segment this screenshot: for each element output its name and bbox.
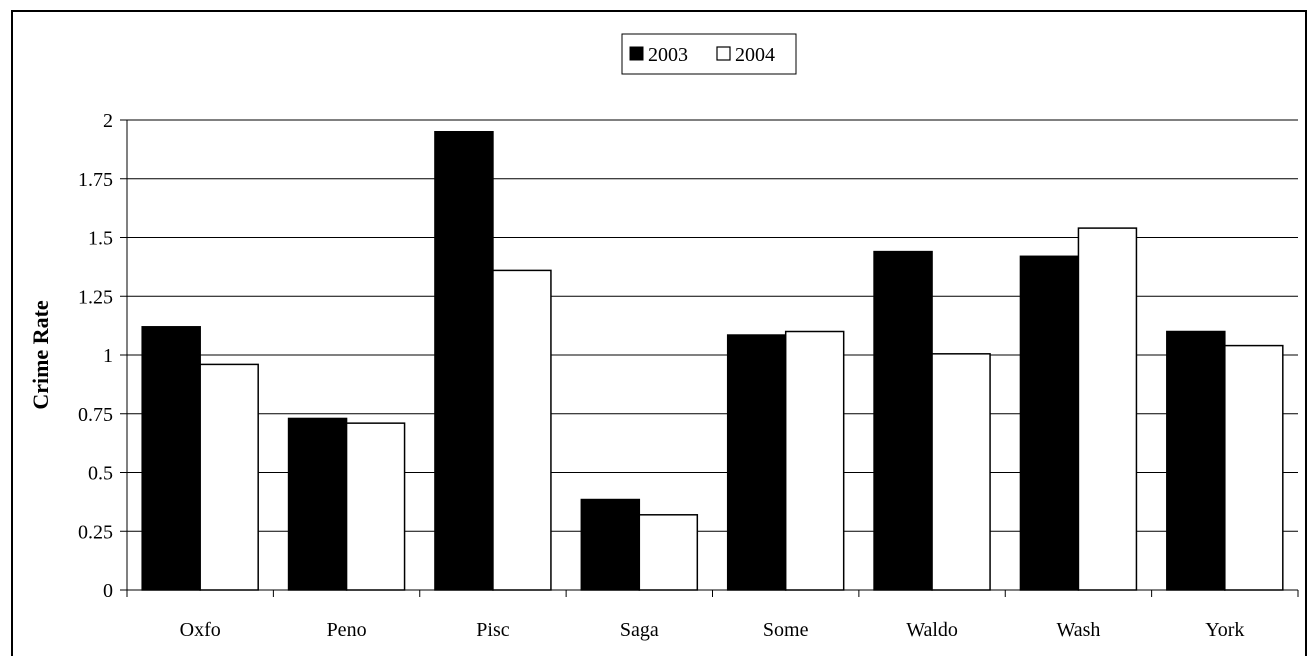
bar-2004-york [1224,344,1284,591]
bar-2003-wash [1019,255,1080,591]
bar-2003-oxfo [141,326,201,591]
bar-2004-pisc [492,269,552,591]
x-tick-label: York [1205,619,1244,641]
x-tick-label: Oxfo [180,619,221,641]
y-tick-label: 0 [103,580,113,602]
y-tick-label: 1 [103,345,113,367]
bar-2004-oxfo [199,363,259,591]
legend-label-2003: 2003 [648,44,688,66]
bar-2003-waldo [873,250,933,591]
y-tick-labels: 0 0.25 0.5 0.75 1 1.25 1.5 1.75 2 [78,110,113,602]
x-tick-label: Pisc [476,619,509,641]
legend-box [621,33,797,75]
bar-2004-wash [1077,227,1138,591]
y-tick-label: 2 [103,110,113,132]
y-tick-label: 1.25 [78,286,113,308]
legend-swatch-2004 [716,46,731,61]
chart-frame [11,10,1307,656]
bar-2004-waldo [931,353,991,591]
y-tick-label: 1.5 [88,228,113,250]
bar-2003-some [726,334,787,591]
axes [120,119,1299,597]
y-axis-label: Crime Rate [28,300,53,410]
y-tick-label: 1.75 [78,169,113,191]
y-tick-label: 0.25 [78,521,113,543]
legend-label-2004: 2004 [735,44,775,66]
bars [141,131,1284,591]
bar-2003-peno [287,417,348,591]
legend: 2003 2004 [621,33,797,75]
bar-2004-saga [638,514,699,591]
x-tick-label: Wash [1056,619,1100,641]
x-tick-label: Peno [327,619,367,641]
bar-2004-some [784,330,845,591]
y-tick-label: 0.5 [88,463,113,485]
bar-2004-peno [345,422,406,591]
x-tick-label: Saga [620,619,659,641]
bar-2003-saga [580,498,641,591]
bar-2003-pisc [434,131,494,591]
x-tick-label: Some [763,619,809,641]
bar-2003-york [1166,330,1226,591]
legend-swatch-2003 [629,46,644,61]
x-tick-label: Waldo [906,619,958,641]
y-tick-label: 0.75 [78,404,113,426]
x-tick-labels: Oxfo Peno Pisc Saga Some Waldo Wash York [180,619,1245,641]
